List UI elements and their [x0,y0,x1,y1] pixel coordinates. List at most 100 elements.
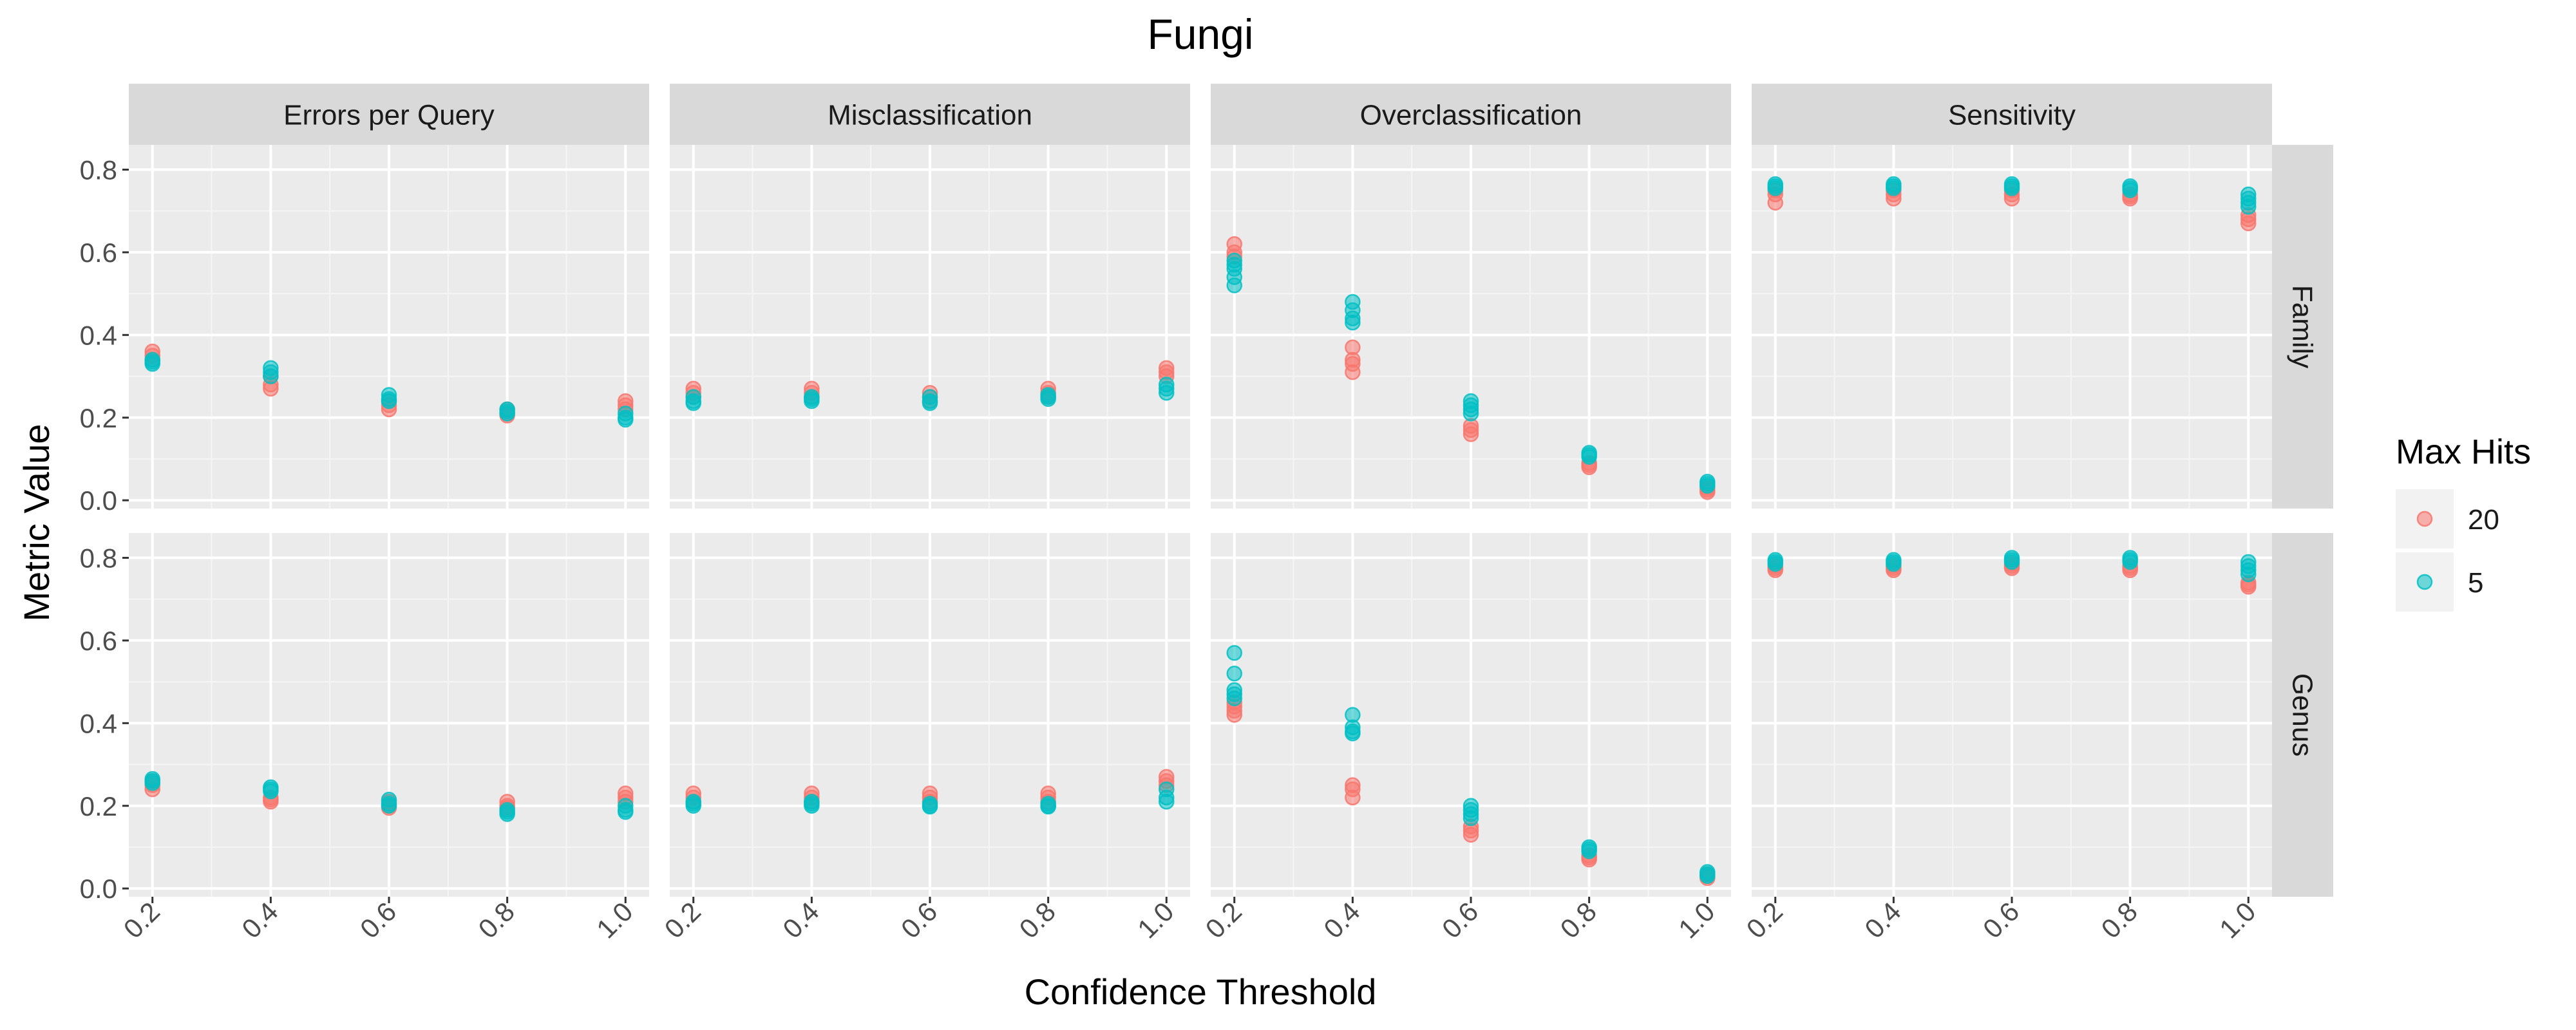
series-points [144,351,634,428]
series-points [685,781,1175,815]
data-point [1226,666,1242,682]
data-point [1700,868,1716,885]
data-point [144,775,160,791]
y-tick-label: 0.6 [80,238,117,268]
facet-column-label: Sensitivity [1948,100,2076,131]
y-tick-label: 0.2 [80,791,117,821]
y-tick-label: 0.0 [80,485,117,516]
panel-grid [129,533,649,897]
facet-strip-bg [1752,84,2272,145]
data-point [2003,554,2020,570]
data-point [2240,215,2257,232]
facet-panel: 0.00.20.40.60.80.2 0.4 0.6 0.8 1.0 [80,533,649,944]
facet-strip-column: Sensitivity [1752,84,2272,145]
facet-strip-bg [1211,84,1731,145]
y-axis-label: Metric Value [16,424,57,621]
data-point [1767,194,1783,211]
data-point [1345,364,1361,380]
data-point [1886,180,1902,196]
data-point [2122,554,2138,570]
data-point [144,356,160,372]
panel-grid [129,145,649,509]
data-point [381,798,397,814]
legend-entry: 5 [2396,552,2483,612]
legend-label: 5 [2468,567,2483,599]
data-point [804,393,820,409]
data-point [1345,789,1361,806]
legend-title: Max Hits [2396,433,2531,471]
data-point [1226,644,1242,661]
data-point [1463,827,1479,843]
data-point [618,411,634,428]
series-points [1767,550,2257,583]
data-point [1767,180,1783,196]
facet-panel [670,145,1190,509]
facet-panel [1752,145,2272,509]
series-points [144,771,634,822]
panel-grid [1752,145,2272,509]
facet-strip-bg [2272,145,2333,509]
data-point [1581,843,1597,859]
data-point [1040,798,1056,815]
data-point [263,368,279,384]
data-point [2240,199,2257,215]
legend-label: 20 [2468,504,2499,536]
y-tick-label: 0.4 [80,708,117,738]
data-point [1886,556,1902,572]
facet-strip-column: Overclassification [1211,84,1731,145]
data-point [1226,690,1242,707]
data-point [1700,478,1716,494]
data-point [1581,449,1597,465]
facet-strip-bg [670,84,1190,145]
data-point [1463,810,1479,827]
data-point [1159,794,1175,810]
data-point [1159,384,1175,401]
series-points [685,377,1175,411]
data-point [1345,314,1361,331]
facet-strip-column: Errors per Query [129,84,649,145]
data-point [1463,426,1479,442]
legend-entry: 20 [2396,489,2499,548]
data-point [1767,556,1783,572]
panel-grid [670,145,1190,509]
legend: Max Hits 20 5 [2396,433,2531,612]
facet-panel: 0.2 0.4 0.6 0.8 1.0 [659,533,1190,944]
y-tick-label: 0.2 [80,403,117,433]
y-tick-label: 0.8 [80,155,117,185]
facet-row-label: Genus [2287,673,2318,757]
data-point [1040,391,1056,407]
y-tick-label: 0.6 [80,626,117,656]
facet-panel: 0.0 0.2 0.4 0.6 0.8 [80,145,649,516]
series-points [1226,644,1716,885]
data-point [499,806,515,822]
data-point [2122,182,2138,198]
data-point [922,798,938,815]
facet-panel: 0.2 0.4 0.6 0.8 1.0 [1200,533,1731,944]
legend-key-point [2416,574,2433,590]
y-tick-label: 0.8 [80,543,117,574]
facet-panel [1211,145,1731,509]
facet-row-label: Family [2287,285,2318,369]
facet-column-label: Overclassification [1360,100,1582,131]
facet-strip-bg [2272,533,2333,897]
data-point [685,395,701,411]
data-point [263,783,279,800]
chart-title: Fungi [1147,10,1253,58]
data-point [499,406,515,422]
data-point [1463,406,1479,422]
data-point [618,804,634,820]
data-point [922,395,938,411]
data-point [1345,726,1361,742]
data-point [804,798,820,814]
y-tick-label: 0.0 [80,874,117,904]
data-point [1226,277,1242,294]
facet-strip-bg [129,84,649,145]
y-tick-label: 0.4 [80,320,117,350]
x-axis-label: Confidence Threshold [1025,971,1377,1012]
data-point [685,798,701,814]
series-points [1767,176,2257,215]
facet-strip-row: Family [2272,145,2333,509]
series-points [1226,252,1716,494]
legend-key-point [2416,510,2433,527]
panel-grid [670,533,1190,897]
